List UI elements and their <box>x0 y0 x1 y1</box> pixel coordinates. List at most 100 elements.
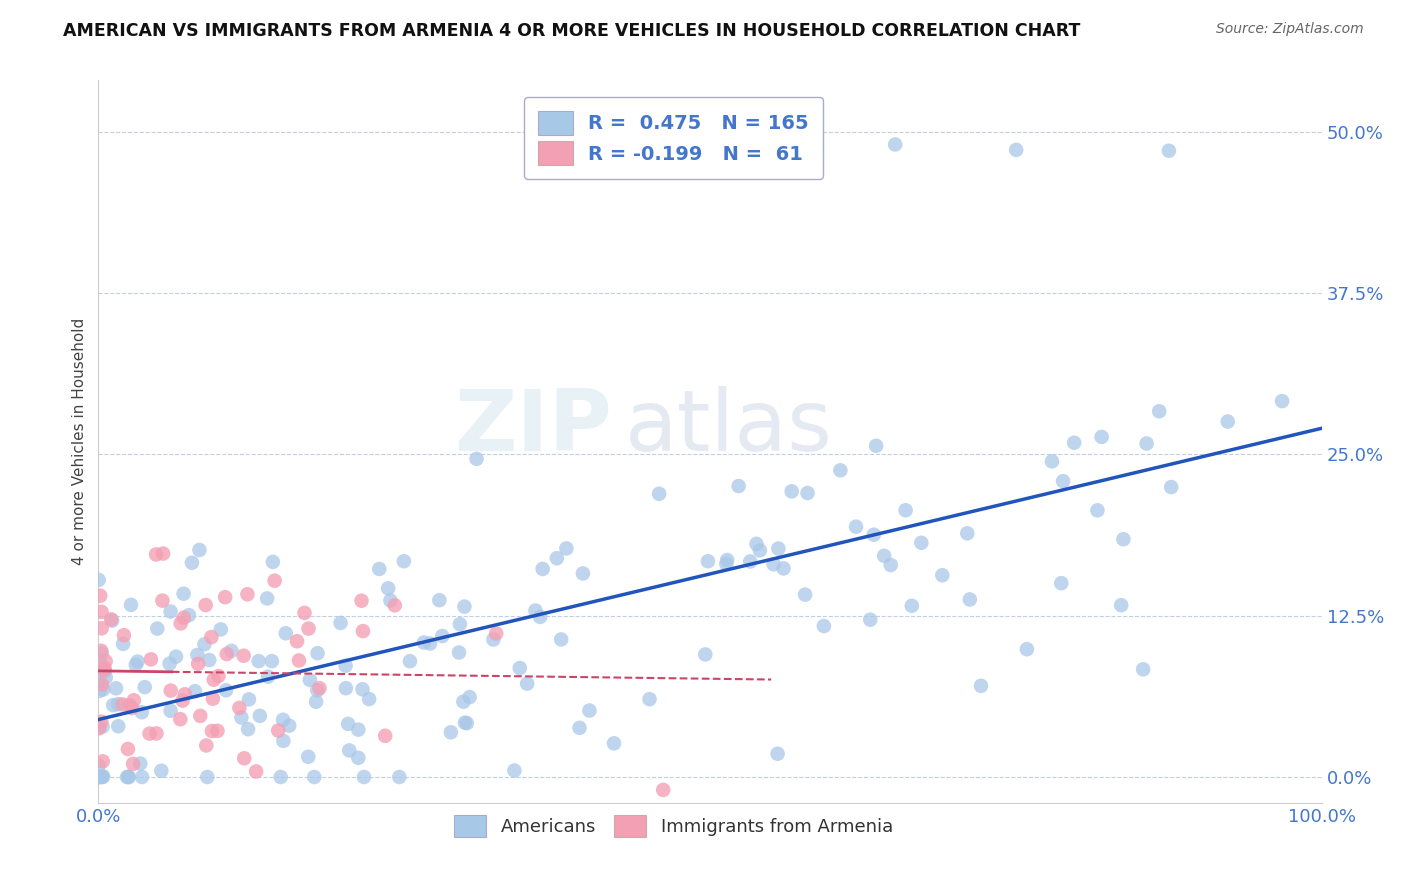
Point <box>89 589 111 603</box>
Point <box>257 670 280 684</box>
Point <box>970 679 993 693</box>
Point <box>1015 642 1038 657</box>
Point <box>768 541 790 556</box>
Point <box>101 698 124 713</box>
Point <box>304 770 326 784</box>
Point <box>859 613 882 627</box>
Point <box>454 715 477 730</box>
Point <box>231 710 253 724</box>
Point <box>638 692 661 706</box>
Point <box>796 486 818 500</box>
Point <box>273 734 295 748</box>
Point <box>347 723 370 737</box>
Point <box>200 630 222 644</box>
Point <box>122 756 145 771</box>
Point <box>90 714 112 729</box>
Point <box>766 747 789 761</box>
Point <box>94 654 117 668</box>
Point <box>697 554 720 568</box>
Point <box>880 558 903 572</box>
Point <box>910 535 932 549</box>
Point <box>503 764 526 778</box>
Point <box>335 681 357 696</box>
Point <box>413 635 436 649</box>
Point <box>159 657 181 671</box>
Legend: Americans, Immigrants from Armenia: Americans, Immigrants from Armenia <box>446 808 900 845</box>
Point <box>209 623 232 637</box>
Point <box>90 646 112 660</box>
Point <box>959 592 981 607</box>
Point <box>278 719 301 733</box>
Point <box>201 724 224 739</box>
Point <box>449 617 471 632</box>
Point <box>247 654 270 668</box>
Point <box>249 709 271 723</box>
Point <box>232 648 254 663</box>
Point <box>716 553 738 567</box>
Point <box>380 593 402 607</box>
Point <box>352 682 374 697</box>
Point <box>111 698 134 712</box>
Point <box>91 682 114 697</box>
Point <box>127 655 149 669</box>
Point <box>93 661 115 675</box>
Point <box>427 593 450 607</box>
Point <box>546 551 568 566</box>
Point <box>89 770 111 784</box>
Point <box>150 764 173 778</box>
Point <box>485 626 508 640</box>
Point <box>91 677 114 691</box>
Point <box>215 647 238 661</box>
Point <box>159 704 181 718</box>
Point <box>180 556 202 570</box>
Point <box>118 698 141 713</box>
Point <box>115 770 138 784</box>
Point <box>294 606 316 620</box>
Point <box>350 593 373 607</box>
Point <box>91 769 114 783</box>
Point <box>297 622 319 636</box>
Point <box>456 716 478 731</box>
Y-axis label: 4 or more Vehicles in Household: 4 or more Vehicles in Household <box>72 318 87 566</box>
Point <box>120 598 142 612</box>
Point <box>236 587 259 601</box>
Point <box>87 722 110 736</box>
Point <box>89 684 111 698</box>
Point <box>285 634 308 648</box>
Point <box>274 626 297 640</box>
Point <box>307 646 329 660</box>
Point <box>956 526 979 541</box>
Point <box>1087 503 1109 517</box>
Point <box>353 770 375 784</box>
Point <box>1005 143 1028 157</box>
Point <box>830 463 852 477</box>
Point <box>780 484 803 499</box>
Point <box>931 568 953 582</box>
Point <box>262 555 284 569</box>
Point <box>188 709 211 723</box>
Point <box>90 621 112 635</box>
Point <box>117 770 139 784</box>
Point <box>884 137 907 152</box>
Point <box>139 652 162 666</box>
Point <box>568 721 591 735</box>
Point <box>263 574 285 588</box>
Point <box>524 603 547 617</box>
Point <box>138 726 160 740</box>
Point <box>172 693 194 707</box>
Point <box>87 770 110 784</box>
Point <box>1091 430 1114 444</box>
Point <box>555 541 578 556</box>
Text: atlas: atlas <box>624 385 832 468</box>
Point <box>648 487 671 501</box>
Point <box>748 543 770 558</box>
Point <box>173 610 195 624</box>
Point <box>195 770 218 784</box>
Point <box>193 637 215 651</box>
Point <box>374 729 396 743</box>
Point <box>509 661 531 675</box>
Point <box>159 683 181 698</box>
Point <box>165 649 187 664</box>
Point <box>761 140 783 154</box>
Point <box>129 756 152 771</box>
